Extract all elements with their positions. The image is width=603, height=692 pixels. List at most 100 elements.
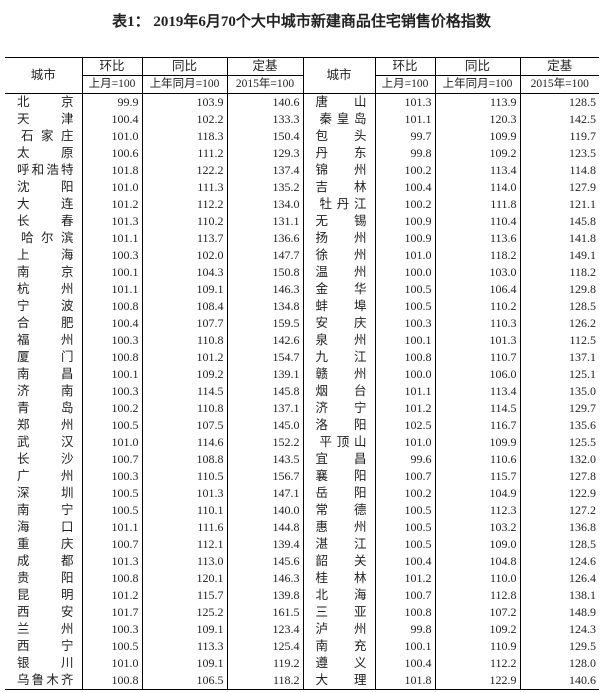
yoy-value-cell: 110.3 <box>434 315 520 332</box>
fixed-value-cell: 161.5 <box>226 604 303 621</box>
table-row: 昆明 101.2 115.7 139.8 北海 100.7 112.8 138.1 <box>5 587 599 604</box>
fixed-value-cell: 118.2 <box>226 672 303 690</box>
table-row: 上海 100.3 102.0 147.7 徐州 101.0 118.2 149.1 <box>5 247 599 264</box>
city-cell: 广州 <box>17 469 74 483</box>
fixed-value-cell: 128.0 <box>519 655 599 672</box>
fixed-value-cell: 135.2 <box>226 179 303 196</box>
fixed-value-cell: 112.5 <box>519 332 599 349</box>
city-cell: 秦皇岛 <box>302 111 375 128</box>
city-cell: 吉林 <box>302 179 375 196</box>
city-cell: 惠州 <box>302 519 375 536</box>
table-row: 郑州 100.5 107.5 145.0 洛阳 102.5 116.7 135.6 <box>5 417 599 434</box>
yoy-value-cell: 113.0 <box>141 553 227 570</box>
table-row: 深圳 100.5 101.3 147.1 岳阳 100.2 104.9 122.9 <box>5 485 599 502</box>
yoy-value-cell: 113.7 <box>141 230 227 247</box>
mom-value-cell: 100.5 <box>81 485 142 502</box>
mom-value-cell: 100.5 <box>374 536 435 553</box>
yoy-value-cell: 118.2 <box>434 247 520 264</box>
header-mom: 环比 <box>374 57 435 76</box>
fixed-value-cell: 147.1 <box>226 485 303 502</box>
mom-value-cell: 99.9 <box>81 93 142 111</box>
header-mom-base: 上月=100 <box>374 75 435 94</box>
city-cell: 无锡 <box>302 213 375 230</box>
city-cell: 海口 <box>17 520 74 534</box>
table-row: 哈尔滨 101.1 113.7 136.6 扬州 100.9 113.6 141.8 <box>5 230 599 247</box>
mom-value-cell: 100.7 <box>81 536 142 553</box>
fixed-value-cell: 149.1 <box>519 247 599 264</box>
fixed-value-cell: 118.2 <box>519 264 599 281</box>
fixed-value-cell: 159.5 <box>226 315 303 332</box>
table-row: 广州 100.3 110.5 156.7 襄阳 100.7 115.7 127.8 <box>5 468 599 485</box>
city-cell: 温州 <box>302 264 375 281</box>
city-cell: 泸州 <box>302 621 375 638</box>
mom-value-cell: 100.8 <box>374 349 435 366</box>
city-cell: 兰州 <box>17 622 74 636</box>
fixed-value-cell: 137.1 <box>226 400 303 417</box>
mom-value-cell: 100.3 <box>81 247 142 264</box>
mom-value-cell: 102.5 <box>374 417 435 434</box>
city-cell: 青岛 <box>17 401 74 415</box>
fixed-value-cell: 128.5 <box>519 298 599 315</box>
header-yoy: 同比 <box>141 57 227 76</box>
city-cell: 石家庄 <box>21 129 74 143</box>
fixed-value-cell: 142.6 <box>226 332 303 349</box>
city-cell: 合肥 <box>17 316 74 330</box>
fixed-value-cell: 129.7 <box>519 400 599 417</box>
yoy-value-cell: 104.8 <box>434 553 520 570</box>
fixed-value-cell: 119.2 <box>226 655 303 672</box>
fixed-value-cell: 145.8 <box>226 383 303 400</box>
city-cell: 昆明 <box>17 588 74 602</box>
table-row: 呼和浩特 101.8 122.2 137.4 锦州 100.2 113.4 114.8 <box>5 162 599 179</box>
city-cell: 天津 <box>17 112 74 126</box>
mom-value-cell: 101.2 <box>374 570 435 587</box>
yoy-value-cell: 110.1 <box>141 502 227 519</box>
header-city: 城市 <box>5 57 82 94</box>
fixed-value-cell: 139.8 <box>226 587 303 604</box>
city-cell: 岳阳 <box>302 485 375 502</box>
city-cell: 呼和浩特 <box>17 163 74 177</box>
mom-value-cell: 101.1 <box>81 519 142 536</box>
fixed-value-cell: 136.8 <box>519 519 599 536</box>
city-cell: 济南 <box>17 384 74 398</box>
mom-value-cell: 101.0 <box>81 179 142 196</box>
header-yoy-base: 上年同月=100 <box>141 75 227 94</box>
table-row: 南京 100.1 104.3 150.8 温州 100.0 103.0 118.2 <box>5 264 599 281</box>
fixed-value-cell: 137.4 <box>226 162 303 179</box>
yoy-value-cell: 101.3 <box>434 332 520 349</box>
mom-value-cell: 100.6 <box>81 145 142 162</box>
yoy-value-cell: 113.4 <box>434 383 520 400</box>
city-cell: 武汉 <box>17 435 74 449</box>
mom-value-cell: 101.8 <box>81 162 142 179</box>
city-cell: 赣州 <box>302 366 375 383</box>
table-row: 宁波 100.8 108.4 134.8 蚌埠 100.5 110.2 128.5 <box>5 298 599 315</box>
fixed-value-cell: 126.2 <box>519 315 599 332</box>
mom-value-cell: 101.3 <box>81 213 142 230</box>
table-row: 太原 100.6 111.2 129.3 丹东 99.8 109.2 123.5 <box>5 145 599 162</box>
yoy-value-cell: 102.2 <box>141 111 227 128</box>
yoy-value-cell: 107.2 <box>434 604 520 621</box>
mom-value-cell: 101.8 <box>374 672 435 690</box>
mom-value-cell: 100.5 <box>374 298 435 315</box>
fixed-value-cell: 133.3 <box>226 111 303 128</box>
city-cell: 西安 <box>17 605 74 619</box>
city-cell: 哈尔滨 <box>21 231 74 245</box>
mom-value-cell: 101.2 <box>81 196 142 213</box>
mom-value-cell: 100.7 <box>374 587 435 604</box>
yoy-value-cell: 122.9 <box>434 672 520 690</box>
table-row: 福州 100.3 110.8 142.6 泉州 100.1 101.3 112.5 <box>5 332 599 349</box>
yoy-value-cell: 106.5 <box>141 672 227 690</box>
table-row: 银川 101.0 109.1 119.2 遵义 100.4 112.2 128.0 <box>5 655 599 672</box>
yoy-value-cell: 110.0 <box>434 570 520 587</box>
fixed-value-cell: 137.1 <box>519 349 599 366</box>
fixed-value-cell: 140.6 <box>226 93 303 111</box>
fixed-value-cell: 124.6 <box>519 553 599 570</box>
mom-value-cell: 99.8 <box>374 621 435 638</box>
mom-value-cell: 99.7 <box>374 128 435 145</box>
fixed-value-cell: 114.8 <box>519 162 599 179</box>
mom-value-cell: 100.2 <box>374 485 435 502</box>
fixed-value-cell: 126.4 <box>519 570 599 587</box>
city-cell: 北京 <box>17 95 74 109</box>
fixed-value-cell: 142.5 <box>519 111 599 128</box>
table-row: 石家庄 101.0 118.3 150.4 包头 99.7 109.9 119.7 <box>5 128 599 145</box>
yoy-value-cell: 110.8 <box>141 332 227 349</box>
